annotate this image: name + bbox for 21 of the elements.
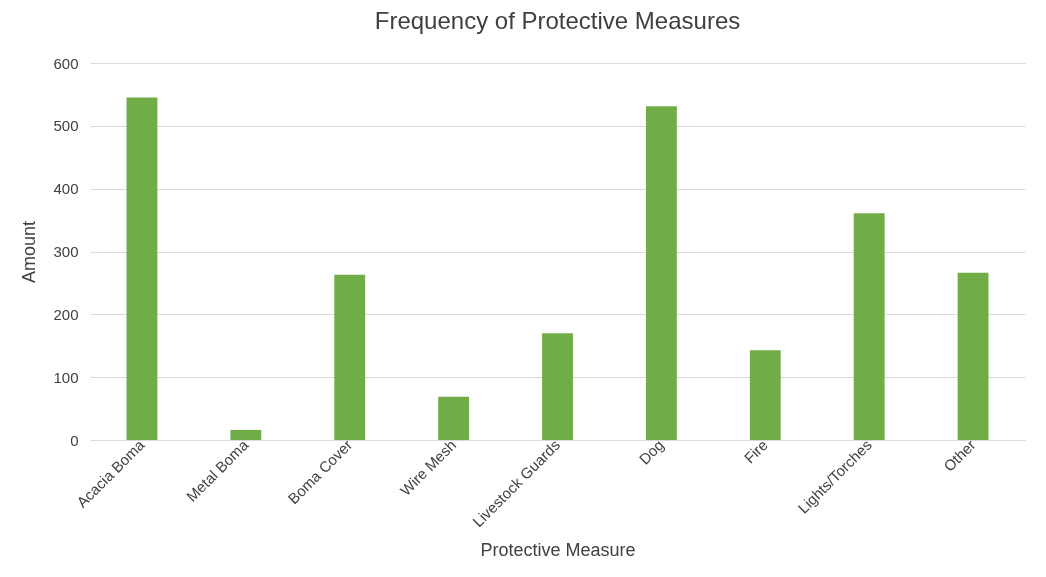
y-tick-label: 0	[70, 431, 79, 449]
bar	[645, 106, 677, 440]
y-tick-label: 200	[53, 305, 79, 323]
y-tick-label: 600	[53, 54, 79, 72]
bar	[749, 350, 781, 440]
bar	[957, 272, 989, 440]
bar	[334, 274, 366, 440]
x-tick-label: Fire	[740, 436, 771, 467]
bar	[438, 396, 470, 440]
y-tick-label: 500	[53, 117, 79, 135]
x-axis-title: Protective Measure	[480, 540, 636, 561]
chart-title: Frequency of Protective Measures	[374, 7, 741, 34]
y-tick-label: 400	[53, 180, 79, 198]
bar	[230, 429, 262, 440]
y-tick-label: 300	[53, 243, 79, 260]
bar	[126, 97, 158, 440]
bar	[853, 213, 885, 440]
bar	[542, 333, 573, 440]
y-tick-label: 100	[53, 368, 79, 386]
x-tick-label: Dog	[635, 436, 668, 468]
y-axis-title: Amount	[19, 220, 40, 284]
